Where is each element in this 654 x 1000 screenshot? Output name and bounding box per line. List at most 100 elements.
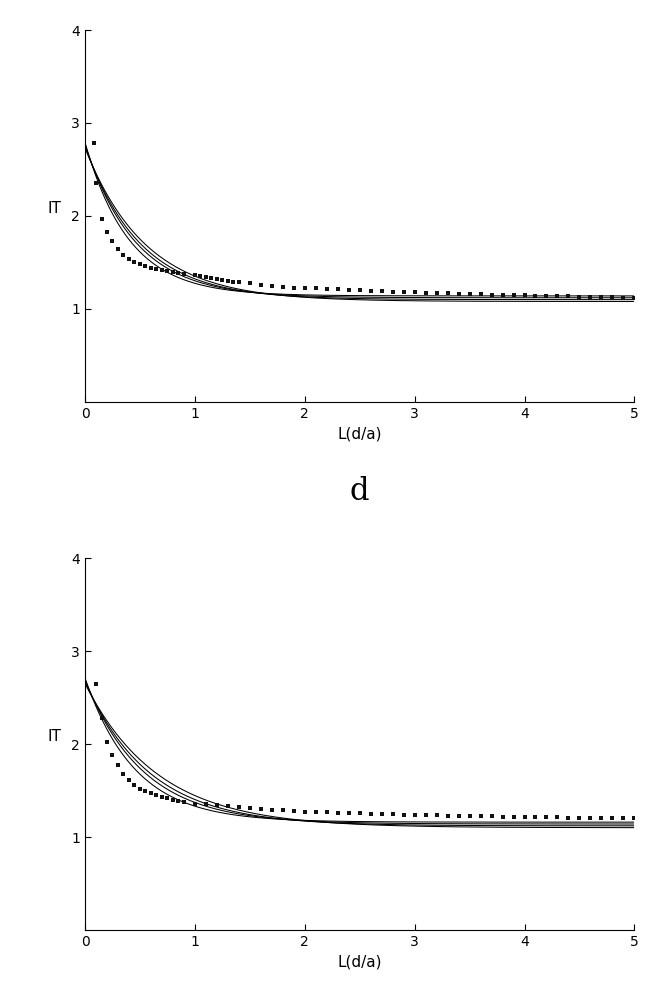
Point bbox=[585, 809, 596, 825]
Point bbox=[366, 283, 376, 299]
Point bbox=[542, 809, 552, 825]
Point bbox=[157, 262, 167, 278]
Point bbox=[146, 260, 156, 276]
Point bbox=[508, 287, 519, 303]
Point bbox=[497, 287, 508, 303]
Point bbox=[162, 790, 173, 806]
Point bbox=[508, 809, 519, 825]
Point bbox=[102, 224, 112, 240]
Point bbox=[96, 710, 107, 726]
Point bbox=[129, 254, 140, 270]
Point bbox=[475, 808, 486, 824]
Point bbox=[563, 288, 574, 304]
Point bbox=[277, 279, 288, 295]
Point bbox=[530, 809, 541, 825]
Point bbox=[311, 804, 321, 820]
Point bbox=[129, 777, 140, 793]
Point bbox=[107, 233, 118, 249]
Point bbox=[151, 261, 162, 277]
Point bbox=[162, 263, 173, 279]
Point bbox=[179, 794, 189, 810]
Point bbox=[112, 241, 123, 257]
Point bbox=[124, 251, 134, 267]
Point bbox=[343, 805, 354, 821]
Point bbox=[288, 280, 299, 296]
Point bbox=[629, 290, 640, 306]
Point bbox=[228, 274, 239, 290]
Point bbox=[212, 797, 222, 813]
Point bbox=[124, 772, 134, 788]
Point bbox=[245, 275, 255, 291]
Point bbox=[453, 286, 464, 302]
Point bbox=[300, 804, 310, 820]
Point bbox=[135, 781, 145, 797]
Point bbox=[409, 284, 420, 300]
Point bbox=[596, 809, 607, 825]
Point bbox=[432, 807, 442, 823]
Point bbox=[173, 265, 184, 281]
Point bbox=[366, 806, 376, 822]
Point bbox=[201, 269, 211, 285]
X-axis label: L(d/a): L(d/a) bbox=[337, 954, 382, 969]
Point bbox=[322, 804, 332, 820]
Point bbox=[421, 807, 431, 823]
Point bbox=[135, 256, 145, 272]
Point bbox=[167, 264, 178, 280]
Point bbox=[179, 266, 189, 282]
Point bbox=[596, 289, 607, 305]
Point bbox=[497, 809, 508, 825]
Point bbox=[151, 787, 162, 803]
Point bbox=[277, 802, 288, 818]
Point bbox=[464, 808, 475, 824]
Point bbox=[618, 290, 628, 306]
Point bbox=[102, 734, 112, 750]
Point bbox=[190, 796, 200, 812]
Point bbox=[574, 809, 585, 825]
Point bbox=[212, 271, 222, 287]
Point bbox=[233, 799, 244, 815]
Point bbox=[442, 285, 453, 301]
Y-axis label: IT: IT bbox=[48, 201, 61, 216]
Point bbox=[607, 809, 617, 825]
Point bbox=[233, 274, 244, 290]
Point bbox=[542, 288, 552, 304]
Point bbox=[607, 289, 617, 305]
Point bbox=[222, 273, 233, 289]
Point bbox=[267, 802, 277, 818]
Point bbox=[377, 806, 387, 822]
Point bbox=[146, 785, 156, 801]
Point bbox=[256, 277, 266, 293]
Point bbox=[112, 757, 123, 773]
Point bbox=[190, 267, 200, 283]
Point bbox=[629, 809, 640, 825]
Point bbox=[354, 805, 365, 821]
Point bbox=[552, 809, 562, 825]
Point bbox=[585, 289, 596, 305]
Point bbox=[88, 135, 99, 151]
Point bbox=[256, 801, 266, 817]
Point bbox=[107, 747, 118, 763]
Point bbox=[409, 807, 420, 823]
Point bbox=[464, 286, 475, 302]
Point bbox=[140, 258, 150, 274]
Point bbox=[217, 272, 228, 288]
Point bbox=[574, 289, 585, 305]
Point bbox=[442, 808, 453, 824]
Point bbox=[195, 268, 205, 284]
Point bbox=[245, 800, 255, 816]
Point bbox=[332, 805, 343, 821]
Point bbox=[563, 809, 574, 825]
X-axis label: L(d/a): L(d/a) bbox=[337, 426, 382, 441]
Point bbox=[618, 809, 628, 825]
Point bbox=[387, 284, 398, 300]
Point bbox=[519, 809, 530, 825]
Point bbox=[118, 247, 129, 263]
Point bbox=[552, 288, 562, 304]
Point bbox=[201, 796, 211, 812]
Point bbox=[343, 282, 354, 298]
Point bbox=[377, 283, 387, 299]
Point bbox=[91, 676, 101, 692]
Point bbox=[421, 285, 431, 301]
Point bbox=[519, 287, 530, 303]
Point bbox=[387, 806, 398, 822]
